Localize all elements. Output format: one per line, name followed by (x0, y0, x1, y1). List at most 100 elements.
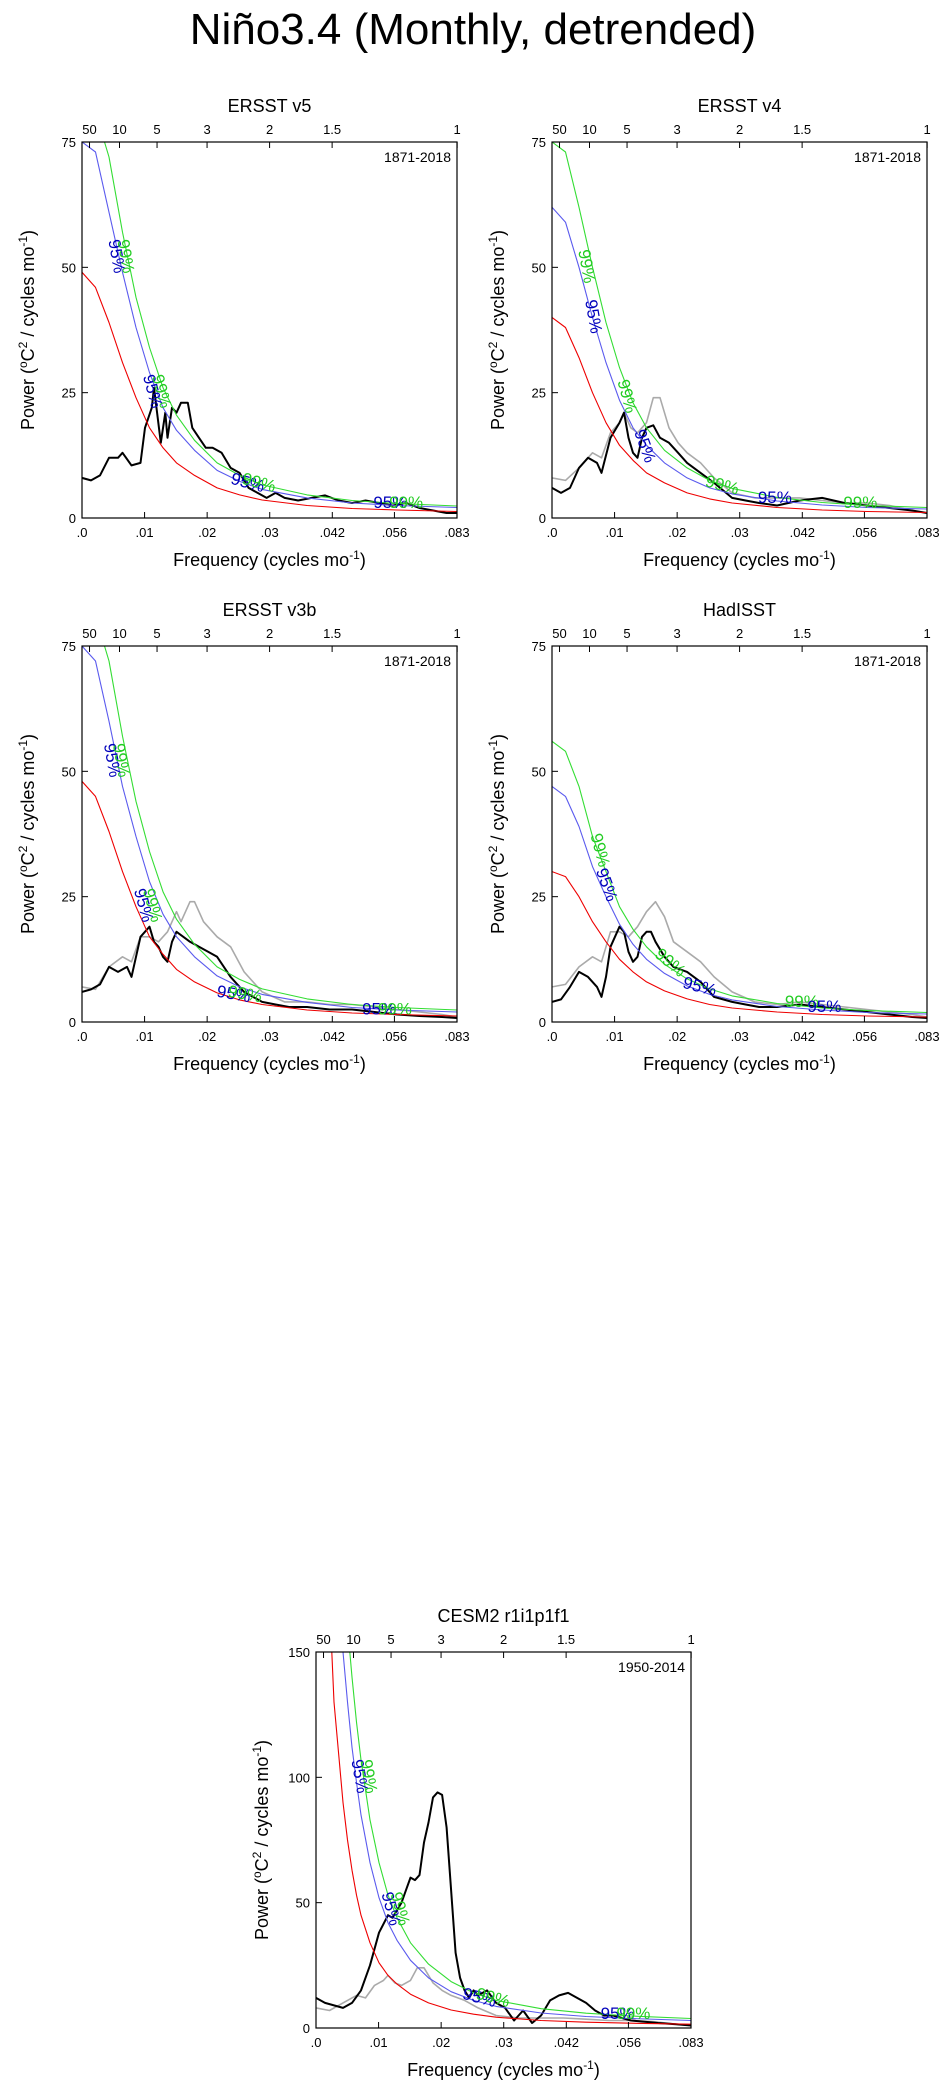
x-tick-label: .03 (495, 2035, 513, 2050)
series-spectrum (82, 925, 457, 1019)
x-tick-label: .042 (790, 525, 815, 540)
series-95% (342, 1652, 691, 2022)
confidence-label: 99% (614, 377, 641, 415)
y-tick-label: 0 (69, 511, 76, 526)
y-tick-label: 25 (532, 386, 546, 401)
confidence-label: 95% (758, 488, 792, 507)
y-tick-label: 0 (69, 1015, 76, 1030)
chart-title: ERSST v3b (223, 600, 317, 620)
y-tick-label: 50 (62, 764, 76, 779)
y-tick-label: 50 (62, 260, 76, 275)
series-99% (552, 740, 927, 1014)
x-axis-label: Frequency (cycles mo-1) (643, 1052, 836, 1074)
confidence-label: 95% (581, 298, 606, 335)
series-spectrum (316, 1791, 691, 2027)
series-group (82, 142, 457, 514)
period-tick-label: 3 (673, 626, 680, 641)
y-tick-label: 25 (532, 890, 546, 905)
confidence-label: 99% (843, 493, 877, 512)
period-tick-label: 1.5 (323, 122, 341, 137)
x-tick-label: .0 (77, 1029, 88, 1044)
period-tick-label: 50 (552, 122, 566, 137)
period-tick-label: 5 (623, 626, 630, 641)
x-tick-label: .083 (444, 525, 469, 540)
chart-title: ERSST v5 (228, 96, 312, 116)
confidence-label: 99% (785, 992, 819, 1011)
x-tick-label: .042 (790, 1029, 815, 1044)
x-tick-label: .03 (731, 1029, 749, 1044)
series-reference (552, 396, 927, 514)
y-tick-label: 0 (539, 1015, 546, 1030)
y-tick-label: 75 (62, 135, 76, 150)
x-tick-label: .042 (320, 1029, 345, 1044)
series-99% (349, 1652, 691, 2020)
y-tick-label: 50 (532, 764, 546, 779)
series-99% (103, 142, 457, 507)
chart-cesm2-r1i1p1f1: CESM2 r1i1p1f11950-201495%99%95%99%95%99… (250, 1606, 704, 2080)
series-spectrum (552, 411, 927, 514)
x-tick-label: .056 (852, 525, 877, 540)
confidence-label: 95% (592, 866, 621, 904)
confidence-label: 99% (703, 472, 741, 499)
series-95% (82, 142, 457, 509)
x-tick-label: .01 (370, 2035, 388, 2050)
confidence-label: 95% (807, 997, 841, 1016)
series-red-noise (552, 871, 927, 1018)
period-label: 1871-2018 (854, 653, 921, 669)
period-tick-label: 5 (153, 122, 160, 137)
period-tick-label: 10 (582, 122, 596, 137)
x-tick-label: .01 (606, 525, 624, 540)
period-tick-label: 3 (437, 1632, 444, 1647)
x-tick-label: .056 (382, 1029, 407, 1044)
x-tick-label: .02 (198, 525, 216, 540)
period-tick-label: 1.5 (793, 122, 811, 137)
period-tick-label: 2 (736, 122, 743, 137)
series-red-noise (82, 271, 457, 513)
chart-ersst-v5: ERSST v51871-201895%99%95%99%95%99%95%99… (16, 96, 470, 570)
chart-title: CESM2 r1i1p1f1 (437, 1606, 569, 1626)
series-95% (82, 646, 457, 1013)
series-95% (552, 785, 927, 1015)
x-tick-label: .0 (77, 525, 88, 540)
series-spectrum (82, 386, 457, 514)
period-tick-label: 1 (454, 122, 461, 137)
plot-frame (81, 645, 458, 1023)
x-tick-label: .083 (678, 2035, 703, 2050)
period-tick-label: 1.5 (793, 626, 811, 641)
chart-title: HadISST (703, 600, 776, 620)
y-tick-label: 25 (62, 890, 76, 905)
series-group (552, 740, 927, 1019)
series-99% (552, 142, 927, 509)
y-tick-label: 75 (532, 639, 546, 654)
plot-frame (315, 1651, 692, 2029)
series-reference (316, 1966, 691, 2027)
x-tick-label: .01 (606, 1029, 624, 1044)
x-axis-label: Frequency (cycles mo-1) (643, 548, 836, 570)
period-tick-label: 50 (316, 1632, 330, 1647)
chart-title: ERSST v4 (698, 96, 782, 116)
page-title: Niño3.4 (Monthly, detrended) (189, 5, 757, 54)
period-label: 1871-2018 (854, 149, 921, 165)
y-tick-label: 25 (62, 386, 76, 401)
confidence-label: 95% (362, 999, 396, 1018)
y-tick-label: 0 (303, 2021, 310, 2036)
period-tick-label: 10 (112, 626, 126, 641)
y-axis-label: Power (oC2 / cycles mo-1) (16, 734, 38, 934)
period-tick-label: 1 (924, 122, 931, 137)
series-95% (552, 206, 927, 510)
x-tick-label: .01 (136, 1029, 154, 1044)
period-tick-label: 1 (924, 626, 931, 641)
y-tick-label: 50 (296, 1896, 310, 1911)
y-tick-label: 0 (539, 511, 546, 526)
confidence-label: 99% (616, 2004, 650, 2023)
period-label: 1871-2018 (384, 149, 451, 165)
x-tick-label: .02 (668, 525, 686, 540)
period-tick-label: 1 (454, 626, 461, 641)
series-spectrum (552, 925, 927, 1019)
period-tick-label: 5 (153, 626, 160, 641)
x-axis-label: Frequency (cycles mo-1) (407, 2058, 600, 2080)
x-tick-label: .0 (547, 1029, 558, 1044)
y-axis-label: Power (oC2 / cycles mo-1) (486, 230, 508, 430)
x-tick-label: .083 (444, 1029, 469, 1044)
period-tick-label: 50 (82, 626, 96, 641)
